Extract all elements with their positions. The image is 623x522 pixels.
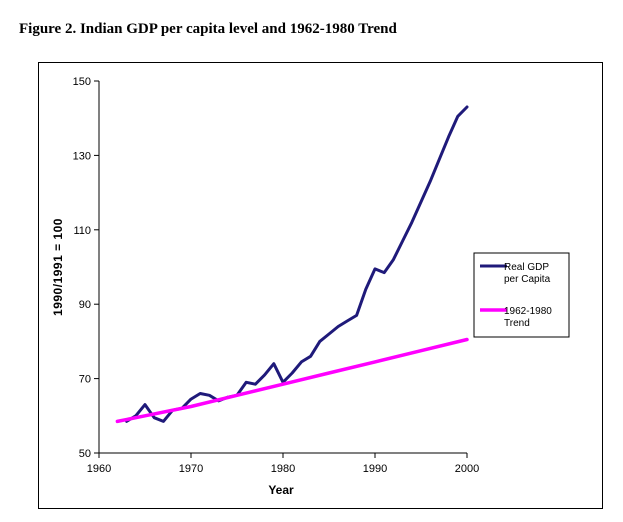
y-tick-label: 70 — [79, 374, 91, 386]
series-line-1 — [125, 105, 469, 423]
x-tick-label: 1990 — [363, 463, 387, 475]
chart-frame — [38, 62, 603, 509]
y-tick-label: 150 — [73, 76, 91, 88]
series-line-2 — [115, 337, 469, 424]
legend-label-2: 1962-1980 — [504, 306, 552, 317]
y-tick-label: 50 — [79, 448, 91, 460]
legend-label-2: Trend — [504, 318, 530, 329]
y-tick-label: 130 — [73, 150, 91, 162]
figure-caption: Figure 2. Indian GDP per capita level an… — [19, 21, 397, 37]
x-axis-title: Year — [268, 483, 294, 497]
legend-label-1: Real GDP — [504, 262, 549, 273]
legend-label-1: per Capita — [504, 274, 551, 285]
x-tick-label: 2000 — [455, 463, 479, 475]
y-tick-label: 90 — [79, 299, 91, 311]
x-tick-label: 1970 — [179, 463, 203, 475]
y-tick-label: 110 — [73, 225, 91, 237]
y-axis-title: 1990/1991 = 100 — [51, 218, 65, 316]
x-tick-label: 1980 — [271, 463, 295, 475]
x-tick-label: 1960 — [87, 463, 111, 475]
